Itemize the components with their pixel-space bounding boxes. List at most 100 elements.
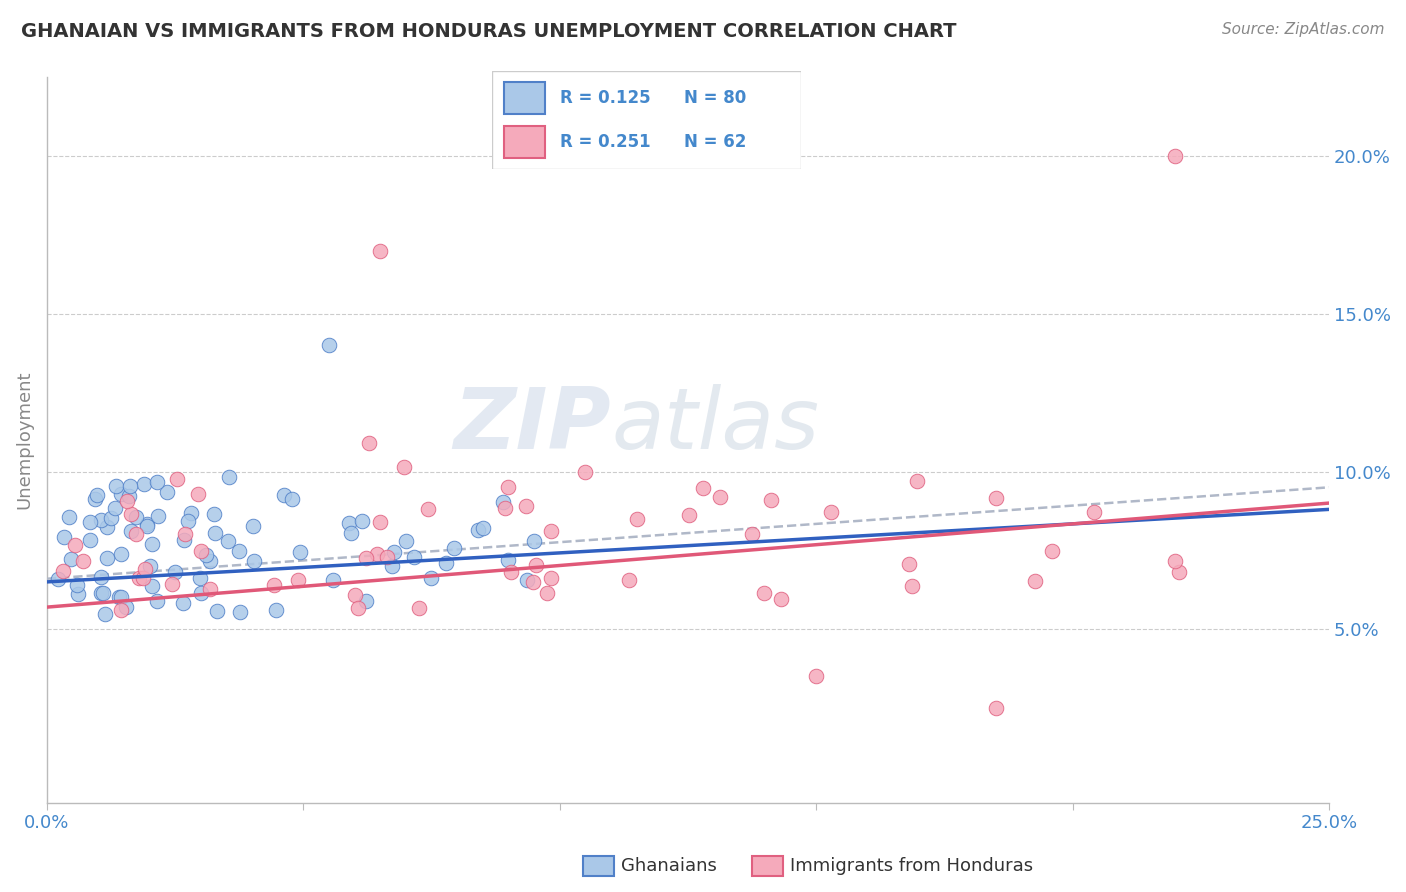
Point: [52, 564, 75, 578]
Point: [347, 600, 370, 615]
Point: [741, 526, 763, 541]
Text: R = 0.125: R = 0.125: [560, 89, 651, 107]
Point: [368, 244, 391, 258]
Point: [522, 574, 544, 589]
Point: [65, 538, 87, 552]
Point: [375, 550, 398, 565]
Point: [105, 479, 128, 493]
Point: [540, 571, 562, 585]
Point: [79, 533, 101, 548]
Point: [494, 501, 516, 516]
Point: [340, 526, 363, 541]
Point: [901, 579, 924, 593]
Point: [96, 520, 118, 534]
Point: [536, 586, 558, 600]
Point: [198, 582, 221, 597]
Point: [1164, 149, 1187, 163]
Point: [264, 602, 287, 616]
Point: [263, 578, 285, 592]
Text: Immigrants from Honduras: Immigrants from Honduras: [790, 857, 1033, 875]
Point: [79, 515, 101, 529]
Point: [132, 571, 155, 585]
Text: ZIP: ZIP: [454, 384, 612, 467]
Point: [242, 519, 264, 533]
Point: [104, 501, 127, 516]
Point: [402, 550, 425, 565]
Point: [540, 524, 562, 538]
Point: [381, 558, 404, 573]
Point: [108, 590, 131, 604]
Point: [66, 578, 89, 592]
Point: [180, 506, 202, 520]
Point: [368, 516, 391, 530]
Point: [769, 591, 792, 606]
Point: [1024, 574, 1046, 589]
Point: [188, 571, 211, 585]
Point: [139, 558, 162, 573]
Point: [120, 507, 142, 521]
Point: [395, 533, 418, 548]
Point: [1168, 565, 1191, 579]
Point: [94, 607, 117, 621]
Point: [243, 554, 266, 568]
Point: [806, 669, 828, 683]
Point: [190, 544, 212, 558]
Point: [354, 594, 377, 608]
Point: [382, 545, 405, 559]
Point: [273, 488, 295, 502]
Point: [96, 551, 118, 566]
Point: [287, 573, 309, 587]
Text: atlas: atlas: [612, 384, 820, 467]
Point: [392, 459, 415, 474]
Text: R = 0.251: R = 0.251: [560, 133, 651, 151]
FancyBboxPatch shape: [505, 127, 544, 158]
Point: [337, 516, 360, 530]
Point: [110, 590, 132, 604]
Point: [134, 562, 156, 576]
Point: [516, 574, 538, 588]
Point: [86, 488, 108, 502]
Point: [166, 472, 188, 486]
Text: N = 80: N = 80: [683, 89, 747, 107]
Point: [288, 545, 311, 559]
FancyBboxPatch shape: [505, 82, 544, 113]
Point: [357, 436, 380, 450]
Point: [141, 537, 163, 551]
Point: [343, 587, 366, 601]
Point: [90, 586, 112, 600]
Point: [229, 605, 252, 619]
Point: [322, 573, 344, 587]
Text: Source: ZipAtlas.com: Source: ZipAtlas.com: [1222, 22, 1385, 37]
Point: [759, 492, 782, 507]
Point: [194, 548, 217, 562]
Point: [1083, 505, 1105, 519]
Point: [434, 556, 457, 570]
Point: [91, 586, 114, 600]
Point: [156, 484, 179, 499]
Point: [59, 552, 82, 566]
Point: [118, 489, 141, 503]
Point: [692, 482, 714, 496]
Point: [1040, 544, 1063, 558]
Point: [46, 572, 69, 586]
Point: [471, 521, 494, 535]
Point: [498, 553, 520, 567]
Point: [574, 465, 596, 479]
Point: [90, 570, 112, 584]
Point: [350, 515, 373, 529]
Text: GHANAIAN VS IMMIGRANTS FROM HONDURAS UNEMPLOYMENT CORRELATION CHART: GHANAIAN VS IMMIGRANTS FROM HONDURAS UNE…: [21, 22, 956, 41]
Point: [202, 507, 225, 521]
Point: [356, 551, 378, 566]
Point: [84, 492, 107, 507]
Point: [678, 508, 700, 523]
Point: [626, 512, 648, 526]
Point: [501, 565, 523, 579]
Point: [120, 524, 142, 538]
Point: [141, 579, 163, 593]
Point: [523, 533, 546, 548]
Point: [205, 603, 228, 617]
Point: [132, 477, 155, 491]
Point: [218, 470, 240, 484]
Point: [53, 530, 76, 544]
Point: [115, 494, 138, 508]
